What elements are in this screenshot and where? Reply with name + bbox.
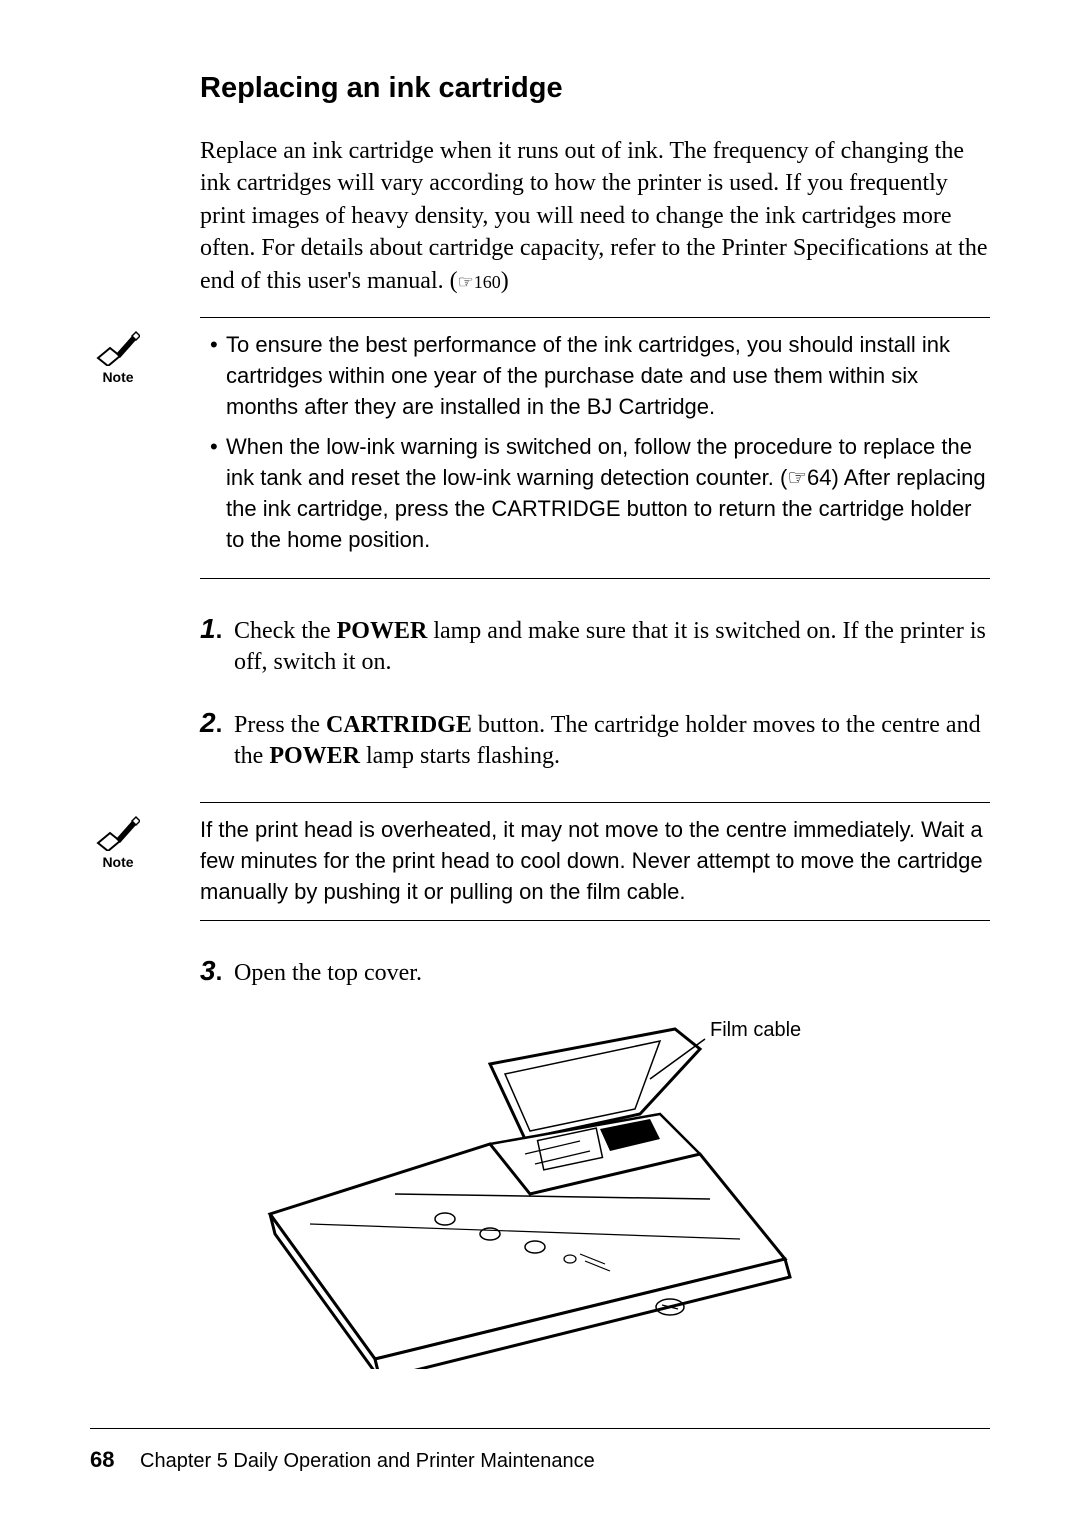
step-number: 2 xyxy=(200,708,234,739)
note-block-2: Note If the print head is overheated, it… xyxy=(200,802,990,920)
step-number: 1 xyxy=(200,614,234,645)
note-label: Note xyxy=(88,853,148,873)
note-block-1: Note To ensure the best performance of t… xyxy=(200,317,990,579)
printer-svg xyxy=(230,1019,850,1369)
power-label: POWER xyxy=(269,743,360,769)
note-list: To ensure the best performance of the in… xyxy=(200,330,990,556)
manual-page: Replacing an ink cartridge Replace an in… xyxy=(0,0,1080,1533)
cartridge-label: CARTRIDGE xyxy=(326,712,472,738)
pencil-hand-icon xyxy=(96,330,140,366)
section-heading: Replacing an ink cartridge xyxy=(200,72,990,105)
reference-icon: ☞160 xyxy=(458,270,501,294)
step-list-continued: 3 Open the top cover. xyxy=(200,956,990,989)
note-item: To ensure the best performance of the in… xyxy=(200,330,990,422)
step-1: 1 Check the POWER lamp and make sure tha… xyxy=(200,614,990,678)
page-number: 68 xyxy=(90,1447,114,1472)
pencil-hand-icon xyxy=(96,815,140,851)
step-3: 3 Open the top cover. xyxy=(200,956,990,989)
step-text: Open the top cover. xyxy=(234,956,422,989)
content-column: Replacing an ink cartridge Replace an in… xyxy=(200,72,990,1374)
note-item: When the low-ink warning is switched on,… xyxy=(200,432,990,555)
intro-text-post: ) xyxy=(501,268,509,294)
note-icon: Note xyxy=(88,330,148,388)
note-label: Note xyxy=(88,368,148,388)
step-text: Press the CARTRIDGE button. The cartridg… xyxy=(234,708,990,772)
page-footer: 68 Chapter 5 Daily Operation and Printer… xyxy=(90,1428,990,1473)
intro-text-pre: Replace an ink cartridge when it runs ou… xyxy=(200,138,987,294)
intro-paragraph: Replace an ink cartridge when it runs ou… xyxy=(200,135,990,297)
step-text: Check the POWER lamp and make sure that … xyxy=(234,614,990,678)
note-icon: Note xyxy=(88,815,148,873)
step-list: 1 Check the POWER lamp and make sure tha… xyxy=(200,614,990,773)
printer-illustration: Film cable xyxy=(230,1019,990,1374)
chapter-title: Chapter 5 Daily Operation and Printer Ma… xyxy=(140,1450,595,1472)
step-number: 3 xyxy=(200,956,234,987)
power-label: POWER xyxy=(337,618,428,644)
step-2: 2 Press the CARTRIDGE button. The cartri… xyxy=(200,708,990,772)
note-text: If the print head is overheated, it may … xyxy=(200,815,990,907)
film-cable-label: Film cable xyxy=(710,1019,801,1042)
